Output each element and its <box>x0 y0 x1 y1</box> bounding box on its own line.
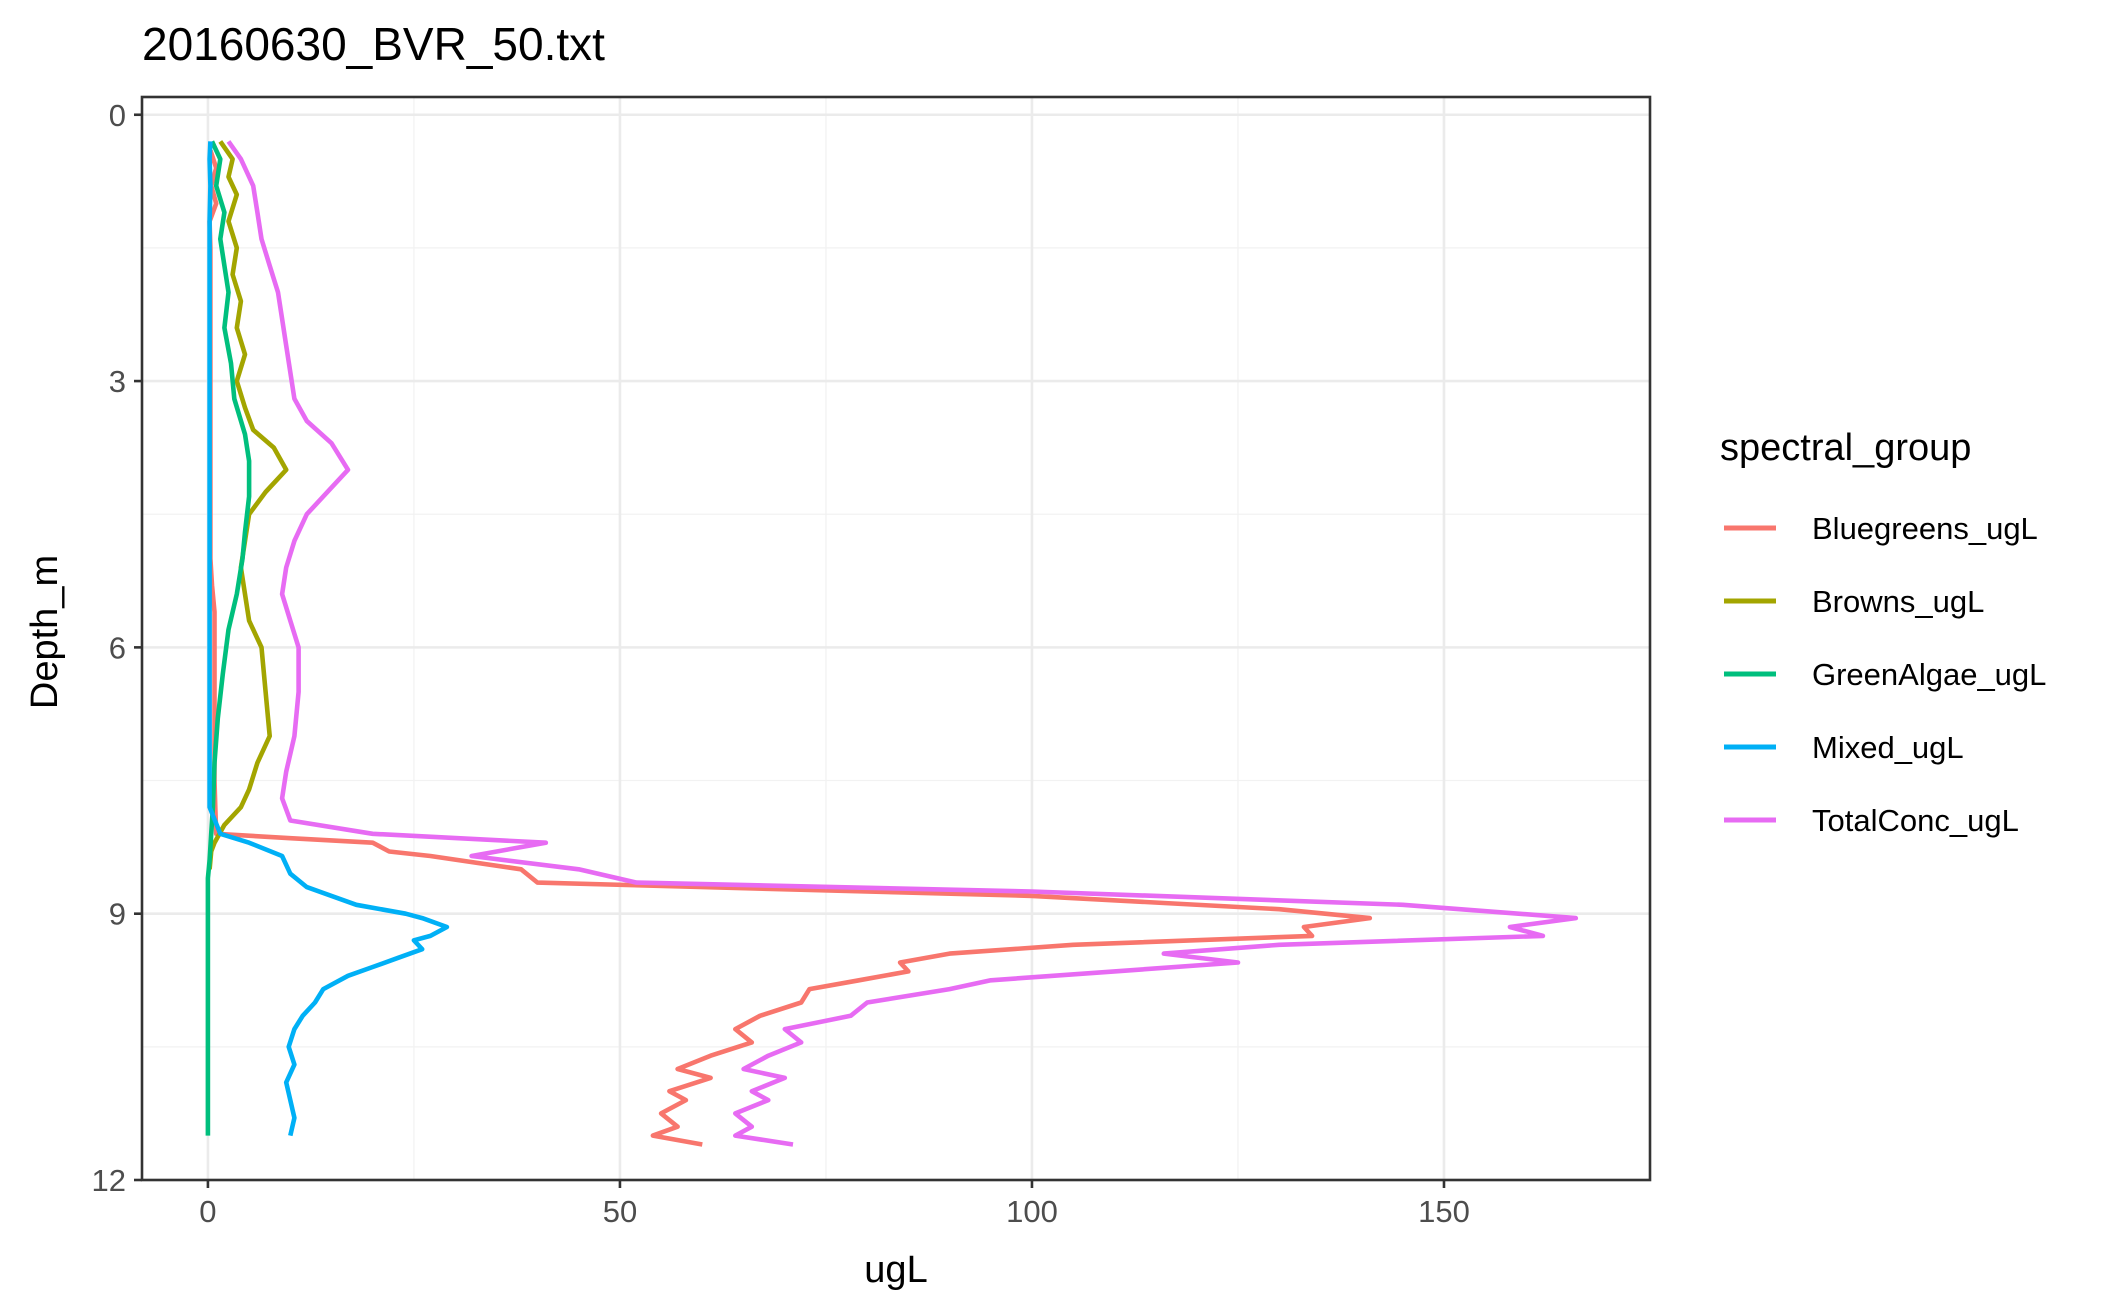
legend-label: Bluegreens_ugL <box>1812 511 2038 546</box>
y-axis-title: Depth_m <box>24 555 66 709</box>
legend-label: GreenAlgae_ugL <box>1812 657 2046 692</box>
legend-title: spectral_group <box>1720 427 1971 469</box>
y-axis: 0 3 6 9 12 <box>92 98 142 1198</box>
series-line-mixed-ugl <box>207 141 450 1137</box>
series-line-greenalgae-ugl <box>205 140 252 1136</box>
series-line-totalconc-ugl <box>226 140 1579 1147</box>
y-tick-label: 3 <box>109 364 126 399</box>
y-tick-label: 9 <box>109 897 126 932</box>
x-axis-title: ugL <box>864 1249 927 1291</box>
panel-background <box>142 97 1650 1180</box>
chart-title: 20160630_BVR_50.txt <box>142 18 605 70</box>
y-tick-label: 6 <box>109 630 126 665</box>
legend-label: TotalConc_ugL <box>1812 803 2019 838</box>
y-tick-label: 12 <box>92 1163 126 1198</box>
y-tick-label: 0 <box>109 98 126 133</box>
series-line-browns-ugl <box>207 140 289 870</box>
x-axis: 0 50 100 150 <box>199 1180 1470 1229</box>
legend-label: Browns_ugL <box>1812 584 1984 619</box>
legend-label: Mixed_ugL <box>1812 730 1964 765</box>
legend: spectral_group Bluegreens_ugL Browns_ugL G… <box>1720 427 2046 838</box>
x-tick-label: 150 <box>1418 1194 1470 1229</box>
x-tick-label: 100 <box>1006 1194 1058 1229</box>
panel-border <box>140 95 1652 1182</box>
plot-area <box>140 95 1652 1182</box>
x-tick-label: 0 <box>199 1194 216 1229</box>
x-tick-label: 50 <box>603 1194 637 1229</box>
